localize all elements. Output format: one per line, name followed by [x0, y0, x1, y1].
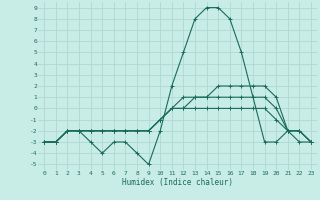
- X-axis label: Humidex (Indice chaleur): Humidex (Indice chaleur): [122, 178, 233, 187]
